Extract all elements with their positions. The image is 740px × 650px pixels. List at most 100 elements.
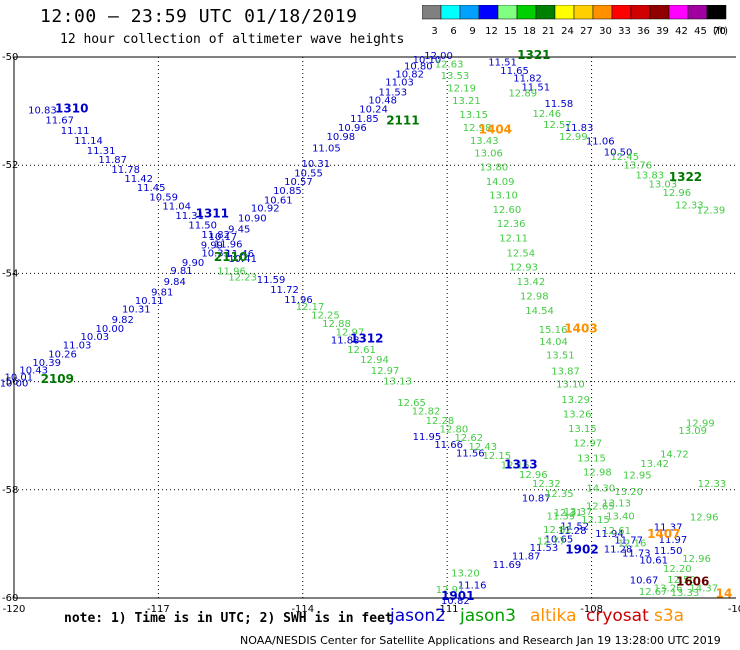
- pass-number-label: 1606: [676, 575, 709, 589]
- wave-height-label: 11.96: [284, 295, 313, 306]
- wave-height-label: 14.04: [539, 337, 568, 348]
- legend-entry-jason3: jason3: [460, 606, 516, 626]
- wave-height-label: 11.82: [513, 73, 542, 84]
- wave-height-label: 12.93: [509, 263, 538, 274]
- colorbar-label: 36: [637, 26, 650, 37]
- colorbar-label: 70: [713, 26, 726, 37]
- wave-height-label: 11.31: [87, 146, 116, 157]
- wave-height-label: 12.91: [436, 585, 465, 596]
- wave-height-label: 10.31: [301, 159, 330, 170]
- y-tick-label: -60: [2, 593, 18, 604]
- wave-height-label: 11.39: [546, 512, 575, 523]
- wave-height-label: 11.83: [565, 123, 594, 134]
- wave-height-label: 12.63: [435, 59, 464, 70]
- wave-height-label: 13.51: [546, 350, 575, 361]
- wave-height-label: 11.03: [385, 78, 414, 89]
- chart-subtitle: 12 hour collection of altimeter wave hei…: [60, 32, 405, 47]
- wave-height-label: 12.50: [667, 575, 696, 586]
- colorbar-label: 33: [618, 26, 631, 37]
- wave-height-label: 11.42: [124, 174, 153, 185]
- wave-height-label: 13.33: [671, 588, 700, 599]
- pass-number-label: 1407: [647, 527, 680, 541]
- wave-height-label: 12.82: [412, 407, 441, 418]
- colorbar-unit: (ft): [713, 26, 728, 37]
- wave-height-label: 11.97: [659, 535, 688, 546]
- wave-height-label: 10.59: [149, 192, 178, 203]
- colorbar-label: 45: [694, 26, 707, 37]
- wave-height-label: 12.43: [468, 442, 497, 453]
- wave-height-label: 13.09: [678, 426, 707, 437]
- wave-height-label: 12.00: [424, 51, 453, 62]
- wave-height-label: 10.01: [4, 373, 33, 384]
- color-scale-bar: 3 6 9 12 15 18 21 24 27 30 33 36 39 42 45 70(ft): [422, 5, 728, 37]
- wave-height-label: 10.57: [284, 177, 313, 188]
- wave-height-label: 13.15: [459, 110, 488, 121]
- wave-height-label: 12.15: [482, 451, 511, 462]
- colorbar-label: 3: [431, 26, 437, 37]
- wave-height-label: 10.17: [209, 232, 238, 243]
- wave-height-label: 12.11: [499, 233, 528, 244]
- wave-height-label: 13.13: [602, 499, 631, 510]
- wave-height-label: 11.67: [45, 116, 74, 127]
- wave-height-label: 11.06: [586, 137, 615, 148]
- wave-height-label: 11.58: [545, 99, 574, 110]
- wave-height-label: 14.54: [525, 306, 554, 317]
- wave-height-label: 10.26: [48, 349, 77, 360]
- pass-number-label: 2110: [214, 250, 247, 264]
- pass-number-label: 1310: [55, 102, 88, 116]
- wave-height-label: 13.42: [517, 277, 546, 288]
- wave-height-label: 13.26: [654, 584, 683, 595]
- y-tick-label: -52: [2, 160, 18, 171]
- wave-height-label: 12.96: [662, 188, 691, 199]
- colorbar-label: 18: [523, 26, 536, 37]
- wave-height-label: 12.88: [322, 319, 351, 330]
- wave-height-label: 10.11: [135, 296, 164, 307]
- wave-height-label: 10.67: [630, 575, 659, 586]
- wave-height-label: 12.54: [507, 249, 536, 260]
- y-tick-label: -50: [2, 52, 18, 63]
- wave-height-label: 11.31: [175, 211, 204, 222]
- wave-height-label: 11.50: [188, 220, 217, 231]
- wave-height-label: 11.65: [500, 66, 529, 77]
- y-tick-label: -54: [2, 268, 18, 279]
- wave-height-label: 13.21: [452, 96, 481, 107]
- wave-height-label: 12.98: [520, 291, 549, 302]
- wave-height-label: 12.67: [639, 587, 668, 598]
- wave-height-label: 12.97: [371, 366, 400, 377]
- colorbar-label: 27: [580, 26, 593, 37]
- wave-height-label: 11.52: [560, 521, 589, 532]
- wave-height-label: 13.15: [577, 454, 606, 465]
- wave-height-label: 12.96: [682, 554, 711, 565]
- wave-height-label: 10.61: [264, 196, 293, 207]
- wave-height-label: 13.03: [649, 179, 678, 190]
- colorbar-label: 15: [504, 26, 517, 37]
- legend-entry-jason2: jason2: [390, 606, 446, 626]
- wave-height-label: 10.10: [413, 55, 442, 66]
- wave-height-label: 12.28: [426, 416, 455, 427]
- wave-height-label: 12.96: [519, 470, 548, 481]
- wave-height-label: 13.53: [441, 71, 470, 82]
- wave-height-label: 12.89: [508, 88, 537, 99]
- wave-height-label: 15.16: [539, 325, 568, 336]
- wave-height-label: 11.50: [654, 546, 683, 557]
- wave-height-label: 12.80: [440, 424, 469, 435]
- wave-height-label: 13.26: [563, 409, 592, 420]
- wave-height-label: 13.20: [614, 487, 643, 498]
- x-tick-label: -120: [3, 604, 26, 615]
- wave-height-label: 10.65: [545, 534, 574, 545]
- pass-number-label: 1901: [441, 589, 474, 603]
- footer-note: note: 1) Time is in UTC; 2) SWH is in fe…: [64, 611, 393, 626]
- wave-height-label: 10.82: [395, 70, 424, 81]
- x-tick-label: -108: [580, 604, 603, 615]
- y-tick-label: -58: [2, 485, 18, 496]
- wave-height-label: 10.90: [238, 213, 267, 224]
- wave-height-label: 12.77: [537, 536, 566, 547]
- wave-height-label: 12.98: [463, 123, 492, 134]
- wave-height-label: 10.98: [327, 132, 356, 143]
- wave-height-label: 12.35: [545, 489, 574, 500]
- wave-height-label: 13.10: [556, 380, 585, 391]
- pass-number-label: 2111: [386, 114, 419, 128]
- wave-height-label: 12.39: [697, 205, 726, 216]
- x-tick-label: -10: [728, 604, 740, 615]
